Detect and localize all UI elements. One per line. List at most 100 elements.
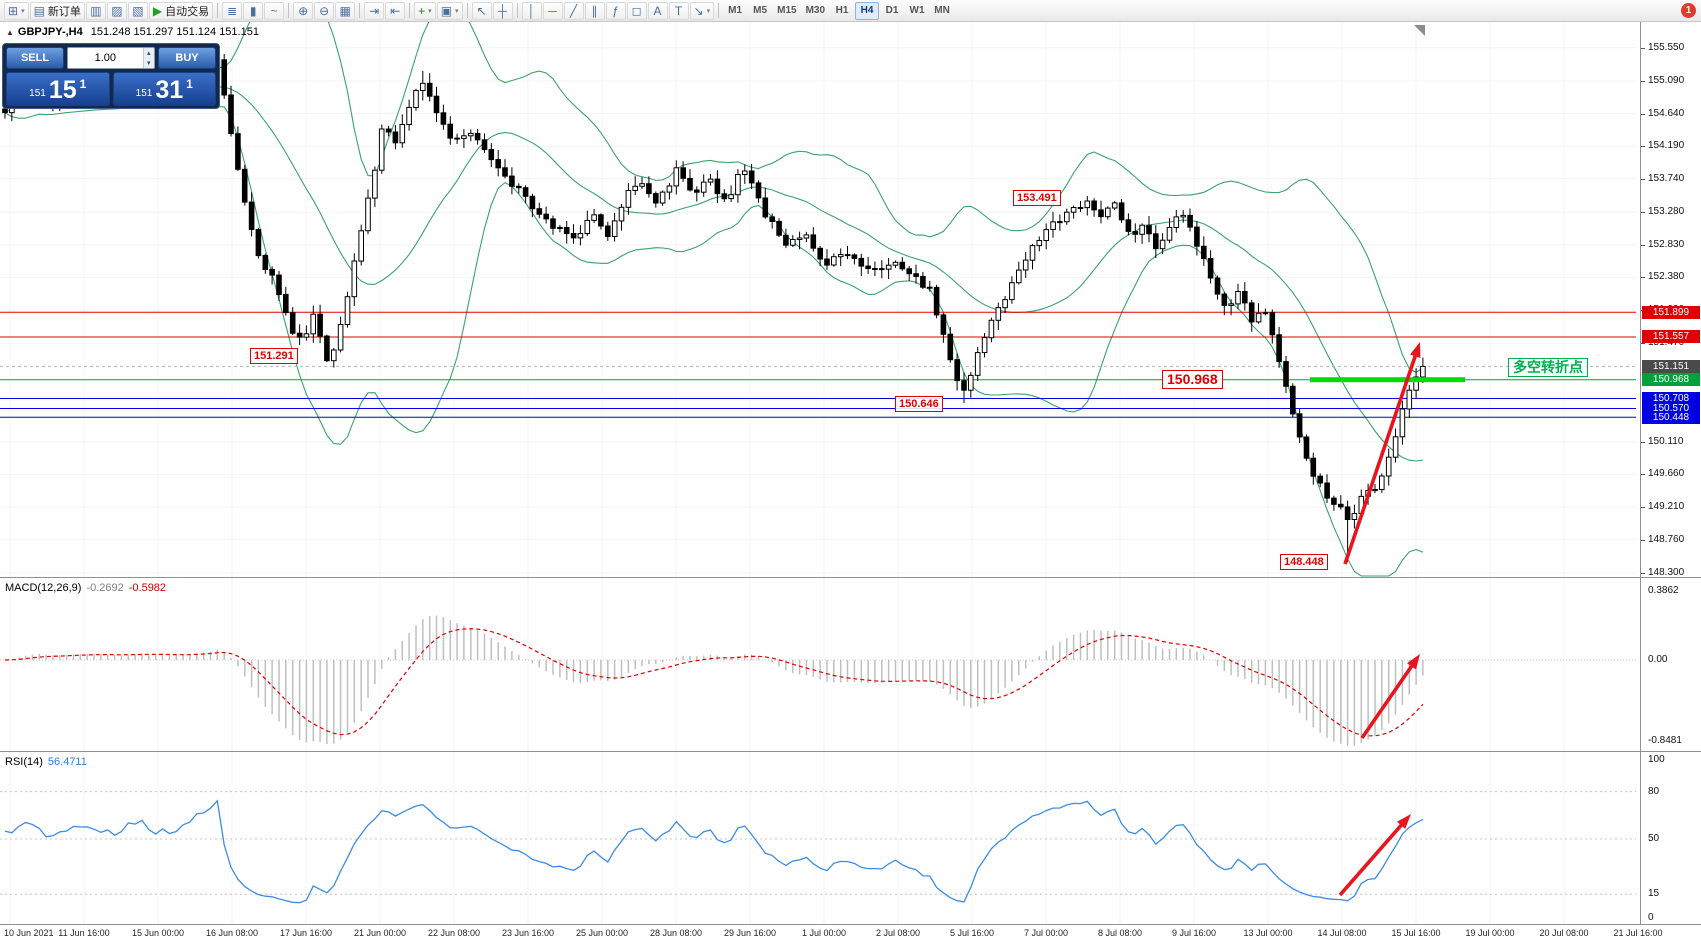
toolbar-separator bbox=[217, 3, 219, 18]
time-axis-label: 15 Jul 16:00 bbox=[1391, 928, 1441, 938]
price-tag-151.557: 151.557 bbox=[1642, 330, 1700, 343]
timeframe-d1-button[interactable]: D1 bbox=[885, 5, 899, 16]
candlestick-chart-button[interactable]: ▮ bbox=[243, 1, 264, 20]
tick-mark bbox=[1641, 573, 1645, 574]
vertical-line-button[interactable]: │ bbox=[521, 1, 542, 20]
timeframe-h1-button[interactable]: H1 bbox=[835, 5, 849, 16]
trend-arrow[interactable] bbox=[1360, 654, 1420, 740]
chart-annotation[interactable]: 多空转折点 bbox=[1508, 358, 1588, 377]
data-window-button[interactable]: ▨ bbox=[106, 1, 127, 20]
price-tag-151.151: 151.151 bbox=[1642, 360, 1700, 373]
indicators-button[interactable]: + ▾ bbox=[414, 1, 436, 20]
navigator-icon: ▧ bbox=[132, 3, 144, 18]
new-chart-button[interactable]: ⊞ ▾ bbox=[4, 1, 29, 20]
bid-big-digits: 15 bbox=[48, 76, 77, 104]
time-scale[interactable]: 10 Jun 2021 11 Jun 16:00 15 Jun 00:00 16 Ju… bbox=[0, 925, 1701, 943]
price-tick-label: 155.550 bbox=[1648, 42, 1685, 53]
text-button[interactable]: A bbox=[647, 1, 668, 20]
zoom-in-button[interactable]: ⊕ bbox=[293, 1, 314, 20]
time-axis-label: 25 Jun 00:00 bbox=[575, 928, 629, 938]
rsi-indicator-label: RSI(14) 56.4711 bbox=[5, 756, 87, 768]
line-chart-button[interactable]: ~ bbox=[264, 1, 285, 20]
timeframe-m1-button[interactable]: M1 bbox=[728, 5, 743, 16]
auto-trading-button-label: 自动交易 bbox=[165, 5, 210, 18]
time-axis-label: 5 Jul 16:00 bbox=[949, 928, 995, 938]
macd-panel-separator[interactable] bbox=[0, 577, 1701, 578]
price-scale[interactable]: 155.550 155.090 154.640 154.190 153.740 153.2… bbox=[1640, 22, 1701, 925]
price-tick-label: 148.760 bbox=[1648, 534, 1685, 545]
bollinger-middle-band bbox=[4, 86, 1423, 462]
channel-button[interactable]: ∥ bbox=[584, 1, 605, 20]
support-highlight-bar[interactable] bbox=[1310, 377, 1465, 383]
chart-annotation[interactable]: 151.291 bbox=[250, 348, 298, 364]
volume-up-button[interactable]: ▴ bbox=[143, 48, 154, 58]
auto-trading-button[interactable]: ▶ 自动交易 bbox=[148, 1, 214, 20]
rsi-line bbox=[4, 799, 1424, 904]
text-label-button[interactable]: T bbox=[668, 1, 689, 20]
bollinger-lower-band bbox=[4, 100, 1424, 577]
navigator-button[interactable]: ▧ bbox=[127, 1, 148, 20]
timeframe-m5-button[interactable]: M5 bbox=[753, 5, 768, 16]
trend-arrow[interactable] bbox=[1343, 342, 1421, 565]
macd-scale-label: 0.00 bbox=[1648, 654, 1668, 665]
new-chart-icon: ⊞ bbox=[8, 3, 19, 18]
auto-trading-icon: ▶ bbox=[152, 3, 163, 18]
horizontal-line-button[interactable]: ─ bbox=[542, 1, 563, 20]
chart-annotation[interactable]: 150.646 bbox=[895, 396, 943, 412]
volume-down-button[interactable]: ▾ bbox=[143, 58, 154, 68]
ask-price-display[interactable]: 151 31 1 bbox=[112, 72, 216, 106]
timeframe-mn-button[interactable]: MN bbox=[934, 5, 950, 16]
macd-histogram bbox=[11, 615, 1424, 746]
macd-scale-label: -0.8481 bbox=[1648, 735, 1682, 746]
line-chart-icon: ~ bbox=[270, 3, 278, 18]
rsi-panel-canvas[interactable] bbox=[0, 752, 1636, 925]
ask-big-digits: 31 bbox=[155, 76, 184, 104]
fibonacci-button[interactable]: ƒ bbox=[605, 1, 626, 20]
templates-icon: ▣ bbox=[440, 3, 453, 18]
buy-button[interactable]: BUY bbox=[158, 47, 216, 69]
trend-arrow[interactable] bbox=[1338, 814, 1411, 897]
ask-prefix: 151 bbox=[135, 88, 153, 99]
price-tick-label: 153.280 bbox=[1648, 206, 1685, 217]
sell-button[interactable]: SELL bbox=[6, 47, 64, 69]
chart-annotation[interactable]: 150.968 bbox=[1162, 370, 1223, 389]
volume-input[interactable] bbox=[68, 48, 143, 68]
tick-mark bbox=[1641, 81, 1645, 82]
tick-mark bbox=[1641, 212, 1645, 213]
bid-price-display[interactable]: 151 15 1 bbox=[6, 72, 110, 106]
arrow-tools-button[interactable]: ↘ ▾ bbox=[689, 1, 715, 20]
collapse-chart-icon[interactable]: ▲ bbox=[6, 28, 14, 37]
timeframe-h4-button[interactable]: H4 bbox=[855, 1, 880, 20]
time-axis-label: 21 Jun 00:00 bbox=[353, 928, 407, 938]
time-axis-label: 17 Jun 16:00 bbox=[279, 928, 333, 938]
tile-windows-button[interactable]: ▦ bbox=[335, 1, 356, 20]
time-axis-label: 22 Jun 08:00 bbox=[427, 928, 481, 938]
timeframe-m30-button[interactable]: M30 bbox=[805, 5, 826, 16]
toolbar-separator bbox=[409, 3, 411, 18]
chart-shift-marker[interactable] bbox=[1414, 25, 1425, 36]
auto-scroll-icon: ⇥ bbox=[369, 3, 380, 18]
price-tick-label: 152.830 bbox=[1648, 239, 1685, 250]
crosshair-button[interactable]: ┼ bbox=[492, 1, 513, 20]
templates-button[interactable]: ▣ ▾ bbox=[436, 1, 463, 20]
chart-annotation[interactable]: 153.491 bbox=[1013, 190, 1061, 206]
cursor-button[interactable]: ↖ bbox=[471, 1, 492, 20]
time-axis-label: 28 Jun 08:00 bbox=[649, 928, 703, 938]
rsi-panel-separator[interactable] bbox=[0, 751, 1701, 752]
auto-scroll-button[interactable]: ⇥ bbox=[364, 1, 385, 20]
shapes-button[interactable]: ◻ bbox=[626, 1, 647, 20]
chart-shift-button[interactable]: ⇤ bbox=[385, 1, 406, 20]
market-watch-button[interactable]: ▥ bbox=[85, 1, 106, 20]
timeframe-w1-button[interactable]: W1 bbox=[909, 5, 925, 16]
notification-badge[interactable]: 1 bbox=[1681, 3, 1696, 18]
timeframe-m15-button[interactable]: M15 bbox=[777, 5, 797, 16]
toolbar-separator bbox=[516, 3, 518, 18]
chart-annotation[interactable]: 148.448 bbox=[1280, 554, 1328, 570]
bar-chart-button[interactable]: ≣ bbox=[222, 1, 243, 20]
price-chart-canvas[interactable] bbox=[0, 22, 1636, 578]
macd-panel-canvas[interactable] bbox=[0, 578, 1636, 752]
rsi-scale-label: 15 bbox=[1648, 888, 1660, 899]
zoom-out-button[interactable]: ⊖ bbox=[314, 1, 335, 20]
new-order-button[interactable]: ▤ 新订单 bbox=[29, 1, 85, 20]
trendline-button[interactable]: ╱ bbox=[563, 1, 584, 20]
